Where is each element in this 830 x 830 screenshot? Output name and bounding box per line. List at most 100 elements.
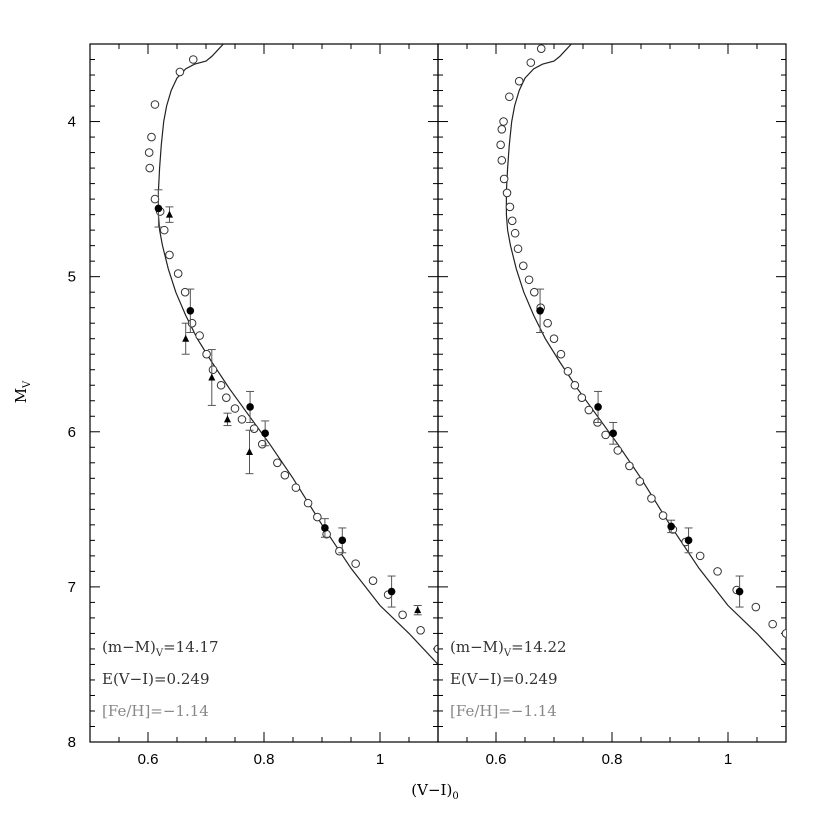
open-circle-point <box>499 174 509 184</box>
annotation-distance-modulus: (m−M)V=14.17 <box>102 638 219 659</box>
open-circle-point <box>368 576 378 585</box>
open-circle-point <box>497 125 507 134</box>
open-circle-point <box>222 393 231 402</box>
open-circle-point <box>781 629 786 638</box>
triangle-point <box>208 373 216 381</box>
open-circle-point <box>507 216 517 226</box>
open-circle-point <box>577 393 587 402</box>
left-data-layer <box>144 44 438 665</box>
open-circle-point <box>150 194 160 204</box>
open-circle-point <box>529 287 539 297</box>
open-circle-point <box>398 610 407 620</box>
open-circle-point <box>713 567 722 576</box>
open-circle-point <box>768 619 777 629</box>
open-circle-point <box>601 430 610 440</box>
x-axis-label: (V−I)0 <box>411 781 458 802</box>
triangle-point <box>165 210 173 218</box>
y-tick-label: 5 <box>68 269 76 286</box>
left-panel: 0.6 0.8 1 4 5 6 7 8 (m−M)V=14.17 E(V−I)=0.249 [Fe/… <box>68 43 439 768</box>
open-circle-point <box>351 559 360 568</box>
y-axis-label: MV <box>12 380 33 403</box>
x-tick-label: 0.8 <box>254 751 275 768</box>
open-circle-point <box>144 148 154 157</box>
filled-circle-point <box>186 306 195 315</box>
open-circle-point <box>518 261 528 271</box>
open-circle-point <box>202 349 211 359</box>
open-circle-point <box>563 366 573 376</box>
open-circle-point <box>150 100 160 109</box>
open-circle-point <box>658 511 668 520</box>
isochrone-line <box>505 44 786 665</box>
annotation-metallicity: [Fe/H]=−1.14 <box>102 702 209 720</box>
open-circle-point <box>273 458 282 468</box>
open-circle-point <box>496 140 505 150</box>
open-circle-point <box>751 602 761 612</box>
open-circle-point <box>208 365 218 375</box>
filled-circle-point <box>594 403 602 411</box>
open-circle-point <box>625 461 634 471</box>
filled-circle-point <box>261 429 269 438</box>
y-tick-label: 8 <box>68 734 76 751</box>
filled-circle-point <box>387 587 396 596</box>
open-circle-point <box>695 551 705 561</box>
x-tick-label: 1 <box>724 751 732 768</box>
filled-circle-point <box>338 536 347 545</box>
x-tick-label: 1 <box>376 751 384 768</box>
filled-circle-point <box>609 429 617 438</box>
open-circle-point <box>165 250 174 260</box>
open-circle-point <box>510 228 520 238</box>
open-circle-point <box>145 163 155 173</box>
filled-circle-point <box>536 306 544 315</box>
axis-labels: MV (V−I)0 <box>12 380 459 802</box>
open-circle-point <box>499 117 508 126</box>
open-circle-point <box>195 331 204 340</box>
triangle-point <box>246 447 253 455</box>
open-circle-point <box>313 512 322 522</box>
filled-circle-point <box>735 587 744 596</box>
isochrone-line <box>157 44 438 665</box>
filled-circle-point <box>246 403 254 411</box>
filled-circle-point <box>154 204 163 213</box>
open-circle-point <box>173 269 183 278</box>
open-circle-point <box>175 67 185 77</box>
filled-circle-point <box>684 536 693 545</box>
open-circle-point <box>536 44 546 53</box>
open-circle-point <box>570 380 580 390</box>
x-tick-label: 0.8 <box>602 751 623 768</box>
y-tick-label: 7 <box>68 579 76 596</box>
filled-circle-point <box>321 524 329 532</box>
open-circle-point <box>513 244 523 254</box>
right-data-layer <box>496 44 786 665</box>
open-circle-point <box>635 477 645 486</box>
triangle-point <box>182 334 190 342</box>
open-circle-point <box>249 424 259 433</box>
open-circle-point <box>237 415 247 424</box>
open-circle-point <box>505 202 515 212</box>
open-circle-point <box>524 275 534 285</box>
open-circle-point <box>505 92 514 102</box>
open-circle-point <box>291 483 301 492</box>
open-circle-point <box>647 494 656 503</box>
open-circle-point <box>433 644 438 654</box>
annotation-reddening: E(V−I)=0.249 <box>102 670 210 688</box>
open-circle-point <box>543 318 552 328</box>
open-circle-point <box>303 498 313 508</box>
open-circle-point <box>514 76 524 86</box>
open-circle-point <box>497 156 507 165</box>
open-circle-point <box>180 287 190 297</box>
y-tick-label: 4 <box>68 114 76 131</box>
annotation-distance-modulus: (m−M)V=14.22 <box>450 638 567 659</box>
annotation-metallicity: [Fe/H]=−1.14 <box>450 702 557 720</box>
open-circle-point <box>613 446 623 455</box>
open-circle-point <box>147 132 156 142</box>
open-circle-point <box>584 405 594 415</box>
open-circle-point <box>159 225 169 235</box>
open-circle-point <box>556 349 566 359</box>
open-circle-point <box>188 55 198 64</box>
triangle-point <box>414 606 422 614</box>
y-tick-label: 6 <box>68 424 76 441</box>
x-tick-label: 0.6 <box>138 751 159 768</box>
open-circle-point <box>230 404 240 413</box>
open-circle-point <box>549 334 559 344</box>
